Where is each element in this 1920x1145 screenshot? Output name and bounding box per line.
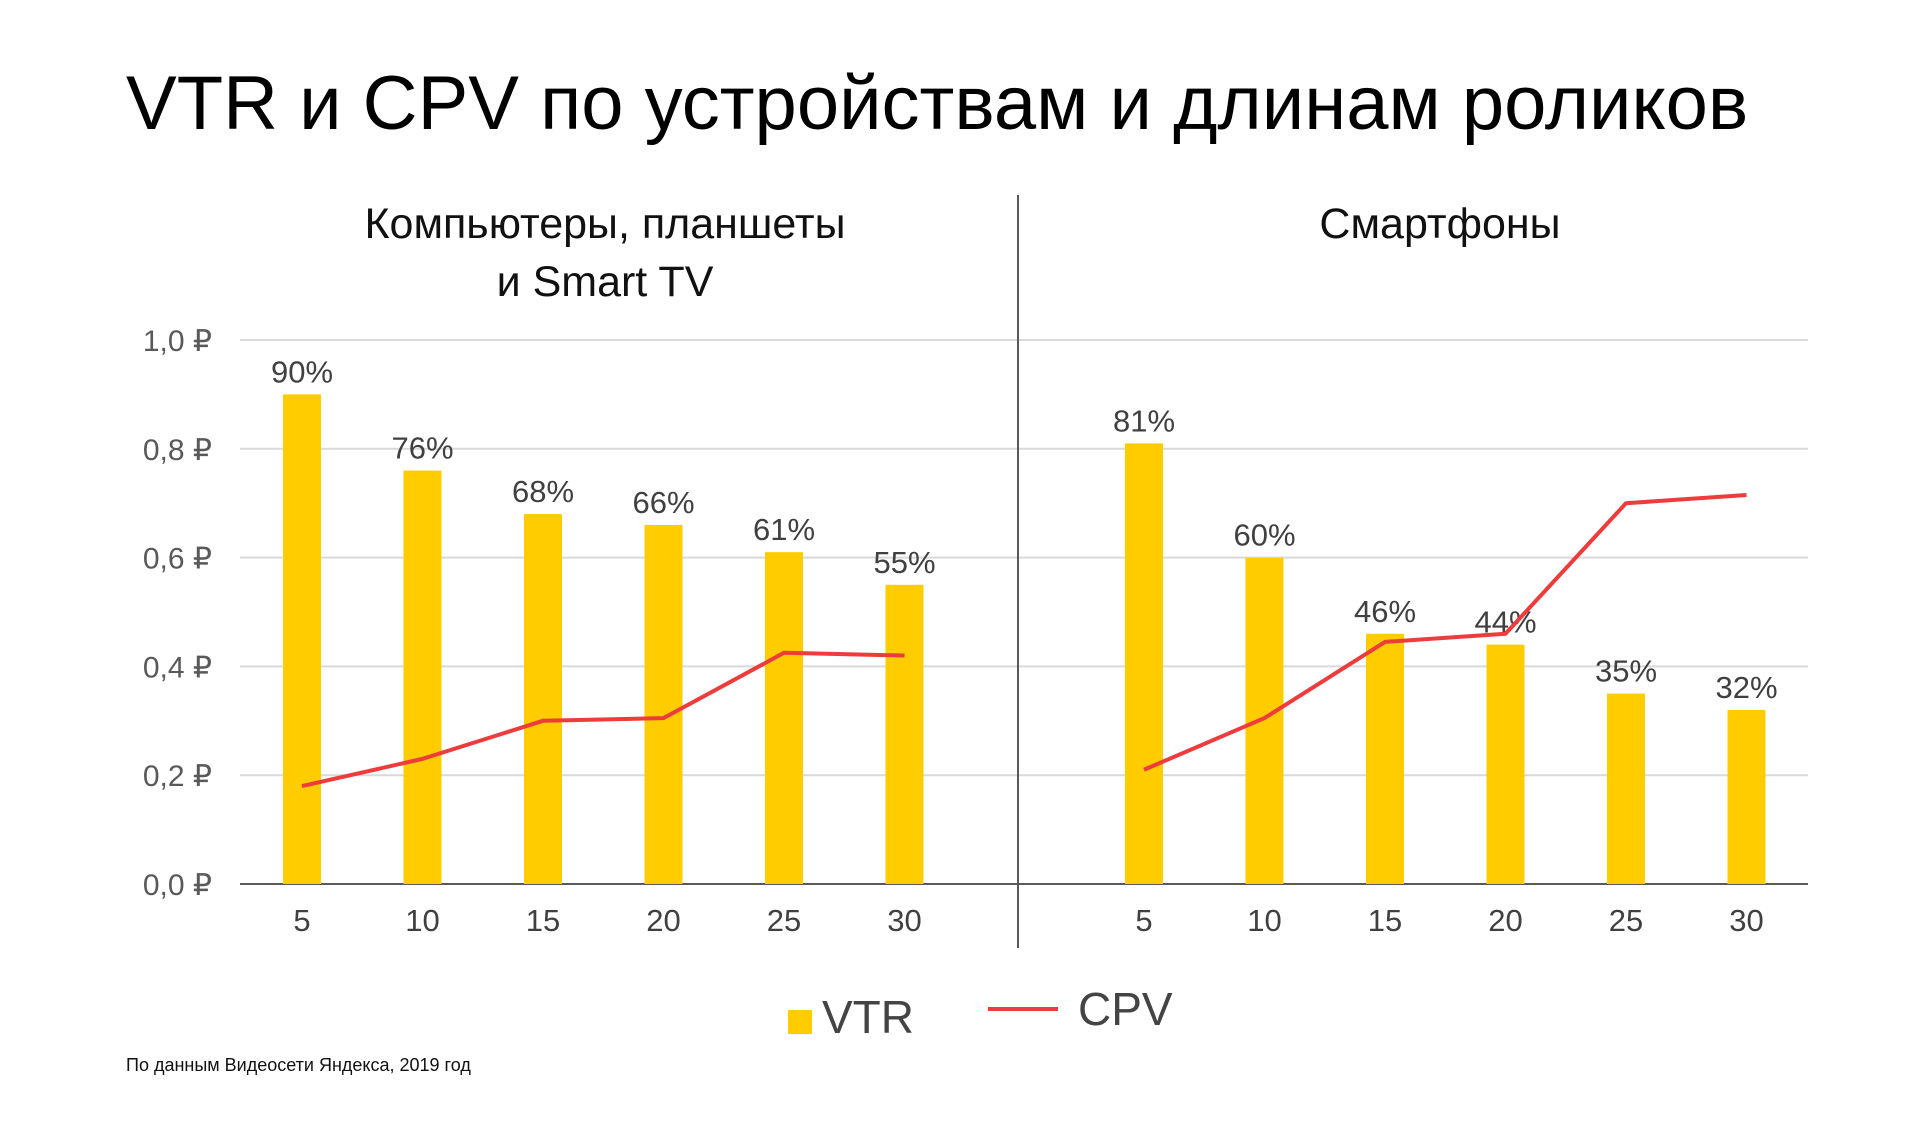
page-title: VTR и CPV по устройствам и длинам ролико… <box>126 61 1749 146</box>
vtr-bar-p1-25 <box>765 552 803 884</box>
legend-item-cpv: CPV <box>988 982 1173 1036</box>
vtr-bar-p1-5 <box>283 394 321 884</box>
vtr-data-label-p1-15: 68% <box>512 474 574 509</box>
panel-title-desktop: Компьютеры, планшеты и Smart TV <box>290 195 920 311</box>
panel-title-desktop-line1: Компьютеры, планшеты <box>364 200 846 248</box>
vtr-data-label-p2-5: 81% <box>1113 403 1175 438</box>
y-tick-label-2: 0,4 ₽ <box>143 651 212 684</box>
vtr-bar-p2-5 <box>1125 443 1163 884</box>
source-note: По данным Видеосети Яндекса, 2019 год <box>126 1055 471 1075</box>
y-tick-label-0: 0,0 ₽ <box>143 869 212 902</box>
vtr-data-label-p2-25: 35% <box>1595 654 1657 689</box>
y-tick-label-5: 1,0 ₽ <box>143 325 212 358</box>
cpv-line-p1 <box>301 650 905 789</box>
x-tick-label-p2-20: 20 <box>1488 903 1522 938</box>
x-tick-label-p2-10: 10 <box>1247 903 1281 938</box>
panel-title-smartphones: Смартфоны <box>1319 200 1561 248</box>
x-tick-label-p2-15: 15 <box>1368 903 1402 938</box>
legend-swatch-vtr <box>788 1010 812 1034</box>
vtr-data-label-p1-10: 76% <box>391 431 453 466</box>
cpv-line-p2 <box>1143 493 1747 772</box>
vtr-data-label-p2-30: 32% <box>1715 670 1777 705</box>
vtr-bar-p2-10 <box>1245 557 1284 884</box>
x-tick-label-p2-25: 25 <box>1609 903 1643 938</box>
vtr-bar-p2-25 <box>1607 693 1645 884</box>
vtr-data-label-p2-15: 46% <box>1354 594 1416 629</box>
y-tick-label-3: 0,6 ₽ <box>143 543 212 576</box>
vtr-bar-p1-15 <box>524 514 562 884</box>
x-tick-label-p1-10: 10 <box>405 903 439 938</box>
vtr-bar-p1-10 <box>403 470 442 884</box>
x-tick-label-p1-25: 25 <box>767 903 801 938</box>
vtr-bar-p1-30 <box>885 584 924 884</box>
vtr-data-label-p1-5: 90% <box>271 354 333 389</box>
x-tick-label-p1-15: 15 <box>526 903 560 938</box>
vtr-bar-p1-20 <box>644 524 683 884</box>
legend-label-cpv: CPV <box>1078 983 1173 1035</box>
panel-title-desktop-line2: и Smart TV <box>496 258 714 306</box>
x-tick-label-p2-5: 5 <box>1135 903 1152 938</box>
vtr-bar-p2-30 <box>1727 709 1766 884</box>
vtr-data-label-p1-20: 66% <box>632 485 694 520</box>
vtr-data-label-p1-30: 55% <box>873 545 935 580</box>
vtr-bar-p2-15 <box>1366 633 1404 884</box>
vtr-data-label-p2-10: 60% <box>1233 518 1295 553</box>
legend-swatch-cpv <box>988 1007 1058 1011</box>
x-tick-label-p1-20: 20 <box>646 903 680 938</box>
x-tick-label-p1-30: 30 <box>887 903 921 938</box>
y-tick-label-4: 0,8 ₽ <box>143 434 212 467</box>
legend-label-vtr: VTR <box>822 991 914 1043</box>
x-tick-label-p1-5: 5 <box>293 903 310 938</box>
x-tick-label-p2-30: 30 <box>1729 903 1763 938</box>
vtr-data-label-p1-25: 61% <box>753 512 815 547</box>
y-tick-label-1: 0,2 ₽ <box>143 760 212 793</box>
legend-item-vtr: VTR <box>788 990 914 1044</box>
vtr-bar-p2-20 <box>1486 644 1525 884</box>
